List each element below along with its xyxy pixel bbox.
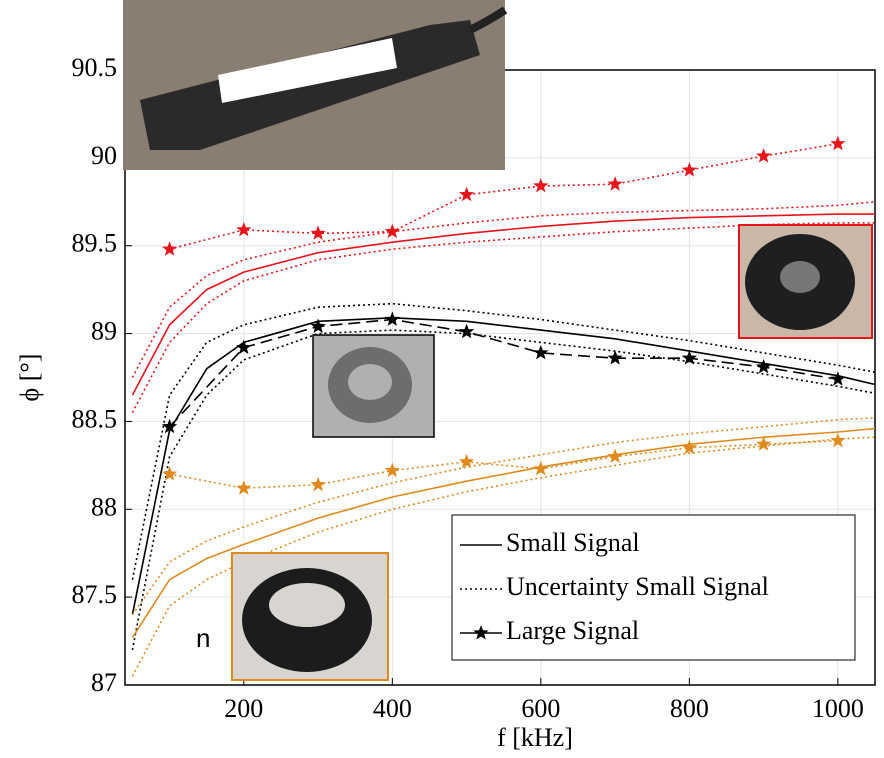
x-tick-label: 400 [373,694,412,723]
stray-text: n [196,623,210,653]
y-tick-label: 89.5 [72,229,118,258]
x-tick-label: 200 [224,694,263,723]
y-tick-label: 90 [91,141,117,170]
chart: 200 400 600 800 1000 87 87.5 88 88.5 89 89.5 90 90.5… [0,0,884,758]
x-tick-label: 1000 [812,694,864,723]
x-tick-label: 800 [670,694,709,723]
x-axis-label: f [kHz] [497,723,573,752]
core-black-hole [348,364,392,400]
y-tick-label: 87.5 [72,580,118,609]
y-axis-label: ϕ [°] [15,354,44,402]
y-tick-label: 88.5 [72,404,118,433]
legend-label: Small Signal [506,528,640,557]
y-tick-label: 87 [91,668,117,697]
y-tick-label: 89 [91,317,117,346]
core-orange-hole [269,583,345,627]
x-tick-label: 600 [521,694,560,723]
core-red-hole [780,261,820,293]
legend-label: Uncertainty Small Signal [506,572,769,601]
legend-label: Large Signal [506,616,639,645]
y-tick-label: 90.5 [72,53,118,82]
y-tick-label: 88 [91,492,117,521]
